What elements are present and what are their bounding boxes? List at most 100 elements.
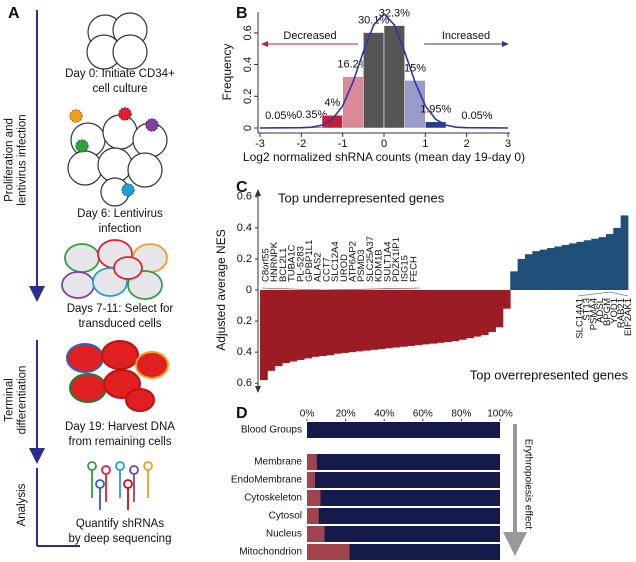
bar — [524, 254, 533, 290]
phase-label: differentiation — [17, 366, 29, 435]
bar — [480, 290, 489, 336]
x-tick-label: -1 — [338, 138, 348, 150]
category-label: Cytoskeleton — [244, 493, 302, 504]
x-tick-label: 60% — [413, 409, 433, 420]
bar — [569, 243, 577, 290]
y-axis-label: Adjusted average NES — [214, 229, 228, 350]
gene-label: HNRNPK — [269, 241, 280, 282]
bar — [282, 290, 290, 364]
bar — [370, 290, 379, 350]
bar — [289, 290, 298, 362]
bar-segment — [307, 544, 350, 560]
bar — [436, 290, 445, 343]
gene-label: BCL2L1 — [278, 248, 289, 282]
gene-label: ADSL — [595, 298, 606, 323]
bar — [598, 237, 607, 290]
bar — [326, 290, 334, 356]
leader-line — [577, 291, 611, 297]
x-tick-label: 0% — [300, 409, 315, 420]
bar — [517, 258, 526, 290]
bar — [613, 227, 622, 290]
gene-label: C8orf55 — [261, 248, 272, 282]
bar — [591, 238, 599, 290]
bar — [385, 290, 393, 349]
direction-label: Increased — [442, 30, 490, 42]
y-tick-label: 0.2 — [242, 89, 254, 104]
gene-label: ST13 — [581, 298, 592, 321]
phase-label: lentivirus infection — [17, 114, 29, 205]
gene-label: TUBA1C — [287, 244, 298, 282]
gene-label: KDM1B — [374, 249, 385, 282]
y-tick-label: 0 — [242, 125, 254, 131]
bar — [502, 290, 511, 309]
leader-line — [609, 291, 629, 297]
bar-segment — [307, 490, 321, 506]
bar — [458, 290, 467, 340]
bar — [444, 290, 452, 343]
bar-segment — [307, 508, 319, 524]
bar — [547, 248, 555, 290]
gene-label: ISG15 — [400, 255, 411, 282]
step-caption: cell culture — [93, 83, 148, 95]
gene-label: FECH — [408, 256, 419, 282]
step-caption: by deep sequencing — [69, 533, 172, 545]
bar-segment — [349, 544, 500, 560]
step-caption: Quantify shRNAs — [76, 518, 164, 530]
bar — [488, 290, 496, 332]
bar-segment — [307, 472, 315, 488]
bar — [407, 290, 415, 346]
gene-label: EIF2AK1 — [623, 298, 634, 336]
panel-label: C — [236, 179, 248, 196]
x-tick-label: 0 — [381, 138, 387, 150]
bar — [377, 290, 386, 350]
gene-label: SLC12A4 — [330, 241, 341, 282]
bar-annotation: 0.05% — [461, 110, 492, 122]
x-axis-label: Log2 normalized shRNA counts (mean day 1… — [243, 150, 525, 164]
icon-cells — [86, 12, 148, 70]
gene-label: UROD — [339, 254, 350, 282]
bar-segment — [316, 454, 500, 470]
gene-label: YOD1 — [609, 298, 620, 324]
bar — [510, 271, 518, 290]
bar — [355, 290, 364, 352]
y-tick-label: 0.6 — [237, 191, 252, 203]
bar — [532, 251, 541, 290]
step-caption: from remaining cells — [69, 436, 172, 448]
timeline — [29, 10, 80, 547]
bar — [267, 290, 276, 371]
bar — [260, 290, 268, 381]
y-tick-label: 0.6 — [237, 377, 252, 389]
bar — [539, 249, 548, 290]
category-label: Mitochondrion — [239, 547, 302, 558]
bar — [429, 290, 438, 344]
y-tick-label: 0.2 — [237, 315, 252, 327]
step-caption: Days 7-11: Select for — [67, 303, 174, 315]
bar — [348, 290, 357, 353]
gene-label: ATP6AP2 — [348, 241, 359, 282]
x-tick-label: 80% — [451, 409, 471, 420]
y-tick-label: 0.4 — [242, 57, 254, 72]
bar — [342, 76, 364, 129]
step-caption: transduced cells — [78, 318, 161, 330]
bar — [583, 240, 592, 290]
gene-label: SLC14A1 — [575, 298, 586, 339]
phase-label: Terminal — [4, 378, 16, 421]
bar — [304, 290, 312, 359]
category-label: Nucleus — [266, 529, 302, 540]
bar — [399, 290, 408, 347]
step-caption: Day 19: Harvest DNA — [65, 421, 175, 433]
bar — [451, 290, 460, 342]
gene-label: CCT7 — [321, 257, 332, 282]
bar — [554, 246, 563, 290]
density-curve — [259, 12, 509, 129]
gene-label: SULT1A4 — [382, 242, 393, 282]
bar-segment — [307, 422, 500, 438]
x-tick-label: 100% — [487, 409, 513, 420]
y-tick-label: 0.4 — [237, 222, 252, 234]
gene-label: RAB21 — [616, 298, 627, 328]
y-tick-label: 0.6 — [242, 25, 254, 40]
bar — [421, 290, 430, 345]
category-label: Blood Groups — [241, 425, 302, 436]
bar — [392, 290, 401, 348]
